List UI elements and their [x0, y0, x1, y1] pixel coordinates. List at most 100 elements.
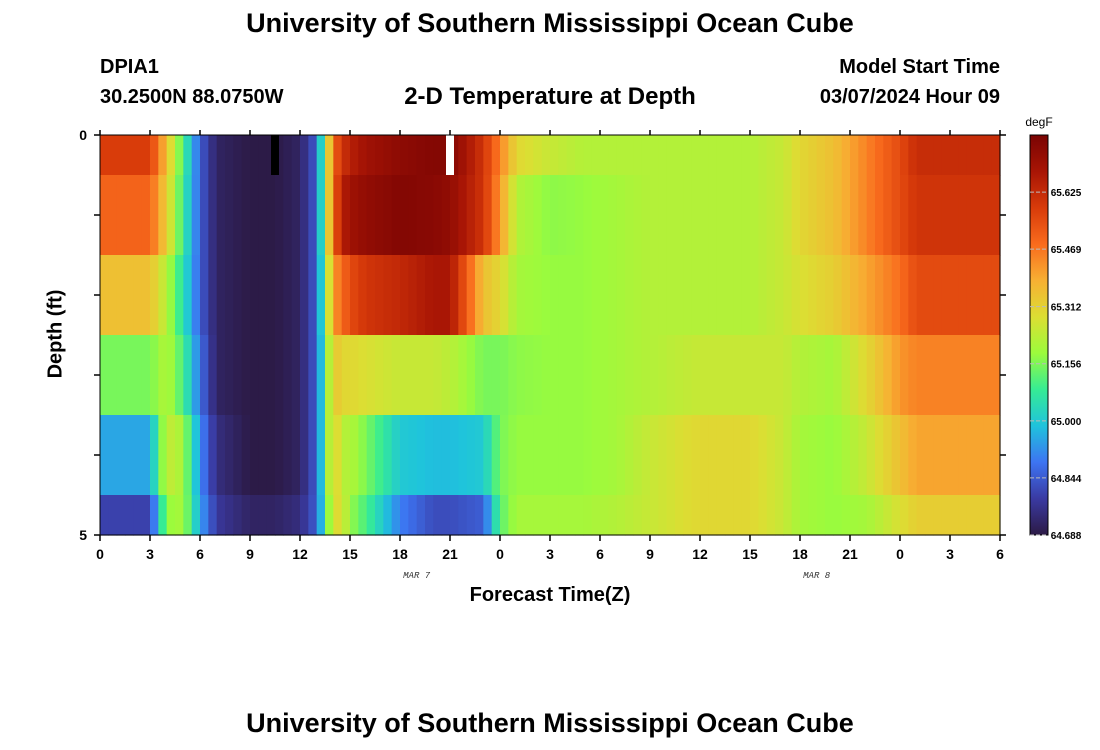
heatmap-cell: [191, 255, 201, 336]
heatmap-cell: [833, 495, 843, 536]
heatmap-cell: [125, 135, 134, 176]
heatmap-cell: [100, 175, 109, 256]
x-tick-label: 0: [896, 546, 904, 562]
heatmap-cell: [633, 135, 643, 176]
heatmap-cell: [216, 495, 226, 536]
heatmap-cell: [133, 175, 143, 256]
heatmap-cell: [216, 135, 226, 176]
heatmap-cell: [608, 335, 618, 416]
heatmap-cell: [266, 335, 276, 416]
heatmap-cell: [366, 415, 376, 496]
heatmap-cell: [850, 255, 859, 336]
heatmap-cell: [483, 175, 493, 256]
heatmap-cell: [575, 335, 584, 416]
x-tick-label: 3: [946, 546, 954, 562]
y-tick-label: 5: [79, 527, 87, 543]
heatmap-cell: [875, 335, 884, 416]
heatmap-cell: [100, 335, 109, 416]
heatmap-cell: [883, 335, 893, 416]
heatmap-cell: [533, 415, 543, 496]
heatmap-cell: [766, 175, 776, 256]
heatmap-cell: [266, 175, 276, 256]
heatmap-cell: [358, 415, 368, 496]
heatmap-cell: [425, 415, 434, 496]
heatmap-cell: [658, 255, 668, 336]
model-start-value: 03/07/2024 Hour 09: [819, 86, 1000, 108]
heatmap-cell: [100, 495, 109, 536]
heatmap-cell: [500, 255, 509, 336]
heatmap-cell: [766, 495, 776, 536]
heatmap-cell: [475, 175, 484, 256]
heatmap-cell: [766, 415, 776, 496]
heatmap-cell: [200, 255, 209, 336]
heatmap-cell: [908, 135, 918, 176]
heatmap-cell: [283, 255, 293, 336]
heatmap-cell: [925, 495, 934, 536]
heatmap-cell: [616, 255, 626, 336]
x-tick-label: 0: [496, 546, 504, 562]
heatmap-cell: [583, 255, 593, 336]
heatmap-cell: [500, 495, 509, 536]
heatmap-cell: [933, 335, 943, 416]
heatmap-cell: [433, 255, 443, 336]
heatmap-cell: [341, 495, 351, 536]
heatmap-layer: [100, 135, 1001, 536]
heatmap-cell: [200, 135, 209, 176]
heatmap-cell: [691, 255, 701, 336]
heatmap-cell: [350, 415, 359, 496]
heatmap-cell: [750, 495, 759, 536]
x-tick-label: 21: [842, 546, 858, 562]
heatmap-cell: [891, 135, 901, 176]
heatmap-cell: [466, 135, 476, 176]
x-tick-label: 6: [196, 546, 204, 562]
heatmap-cell: [275, 335, 284, 416]
heatmap-cell: [658, 495, 668, 536]
heatmap-cell: [675, 255, 684, 336]
heatmap-cell: [258, 135, 268, 176]
heatmap-cell: [983, 495, 993, 536]
heatmap-cell: [933, 495, 943, 536]
heatmap-cell: [300, 335, 309, 416]
heatmap-cell: [133, 135, 143, 176]
heatmap-cell: [275, 255, 284, 336]
heatmap-cell: [625, 255, 634, 336]
heatmap-cell: [333, 495, 343, 536]
heatmap-cell: [816, 335, 826, 416]
heatmap-cell: [400, 415, 409, 496]
heatmap-cell: [858, 175, 868, 256]
heatmap-cell: [150, 335, 159, 416]
heatmap-cell: [833, 415, 843, 496]
heatmap-cell: [558, 495, 568, 536]
heatmap-cell: [675, 175, 684, 256]
heatmap-cell: [683, 175, 693, 256]
heatmap-cell: [500, 175, 509, 256]
heatmap-cell: [733, 175, 743, 256]
heatmap-cell: [158, 175, 168, 256]
heatmap-cell: [375, 335, 384, 416]
heatmap-cell: [708, 415, 718, 496]
heatmap-cell: [766, 335, 776, 416]
heatmap-cell: [508, 495, 518, 536]
missing-data-marker: [446, 135, 454, 175]
heatmap-cell: [150, 495, 159, 536]
heatmap-cell: [283, 335, 293, 416]
heatmap-cell: [391, 135, 401, 176]
heatmap-cell: [183, 495, 193, 536]
heatmap-cell: [708, 175, 718, 256]
heatmap-cell: [341, 175, 351, 256]
heatmap-cell: [941, 255, 951, 336]
heatmap-cell: [250, 135, 259, 176]
heatmap-cell: [408, 135, 418, 176]
heatmap-cell: [958, 135, 968, 176]
heatmap-cell: [675, 135, 684, 176]
heatmap-cell: [866, 135, 876, 176]
x-tick-label: 9: [646, 546, 654, 562]
heatmap-cell: [858, 415, 868, 496]
heatmap-cell: [716, 255, 726, 336]
heatmap-cell: [741, 255, 751, 336]
heatmap-cell: [758, 135, 768, 176]
heatmap-cell: [325, 175, 334, 256]
heatmap-cell: [783, 415, 793, 496]
heatmap-cell: [516, 495, 526, 536]
heatmap-cell: [483, 415, 493, 496]
